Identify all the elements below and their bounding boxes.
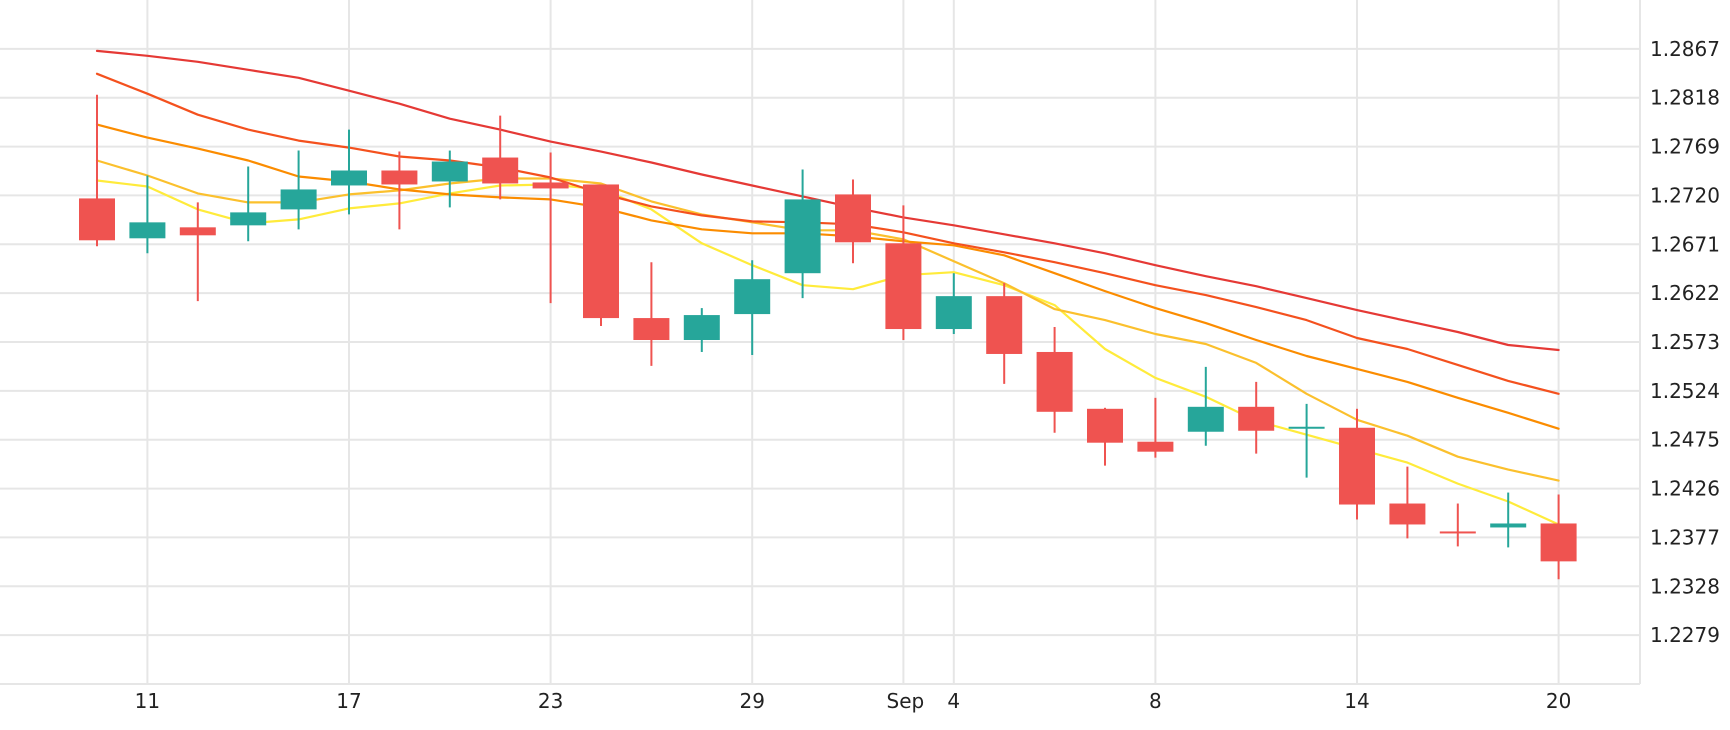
candle-body [734,279,771,315]
candle [482,115,519,200]
x-tick-label: 14 [1344,689,1369,713]
candle [331,129,367,215]
grid-layer [0,0,1640,684]
candle [583,184,619,327]
x-tick-label: 20 [1546,689,1571,713]
candle-body [1339,427,1375,505]
candle [683,308,720,352]
y-tick-label: 1.2279 [1650,623,1720,647]
candle-body [683,315,720,341]
x-tick-label: 8 [1149,689,1162,713]
candle-body [1490,523,1527,528]
y-tick-label: 1.2573 [1650,330,1720,354]
candle-body [935,296,972,330]
candle [1490,492,1527,548]
candle-body [1288,426,1325,429]
y-tick-label: 1.2622 [1650,281,1720,305]
x-tick-label: 23 [538,689,563,713]
y-tick-label: 1.2475 [1650,428,1720,452]
candle [179,202,216,302]
candle-body [1187,406,1224,432]
y-tick-label: 1.2867 [1650,37,1720,61]
y-tick-label: 1.2818 [1650,86,1720,110]
candle [129,175,166,254]
y-tick-label: 1.2524 [1650,379,1720,403]
candle-body [1087,408,1123,443]
candle-body [280,189,317,210]
y-tick-label: 1.2328 [1650,574,1720,598]
x-tick-label: 29 [739,689,764,713]
candle-layer [79,94,1577,580]
candle [280,150,317,230]
candle [1339,408,1375,520]
candle-body [1389,503,1426,525]
candle-body [532,182,569,189]
candle-body [784,199,821,274]
moving-average-line-3 [95,123,1560,430]
y-tick-label: 1.2720 [1650,183,1720,207]
candle-body [1540,523,1577,562]
candle-body [431,161,468,182]
x-tick-label: Sep [887,689,925,713]
candle [1036,327,1073,433]
candle [784,169,821,299]
y-tick-label: 1.2426 [1650,477,1720,501]
candle-body [986,296,1023,354]
moving-average-line-1 [95,179,1560,526]
candle-body [885,243,922,330]
candle-body [482,157,519,184]
candle-body [1036,351,1073,412]
candle [935,273,972,335]
candle [1439,503,1476,547]
candle-body [1238,406,1275,431]
candle-body [633,318,670,341]
candle [986,283,1023,384]
candle-body [179,227,216,236]
candle-body [331,170,367,186]
candle [835,179,871,264]
moving-average-line-2 [95,159,1560,482]
y-tick-label: 1.2769 [1650,135,1720,159]
candle [532,152,569,304]
x-tick-label: 4 [947,689,960,713]
x-tick-label: 11 [135,689,160,713]
candle [1540,494,1577,580]
candle-body [1439,531,1476,534]
candle [381,151,418,230]
candle [734,260,771,355]
candle-body [835,194,871,243]
x-tick-label: 17 [336,689,361,713]
candle [1238,381,1275,454]
candle-body [1137,441,1174,452]
candle-body [583,184,619,319]
y-tick-label: 1.2377 [1650,525,1720,549]
candle [431,150,468,208]
candle [885,205,922,341]
moving-average-line-5 [95,49,1560,352]
candle-body [230,212,267,226]
candle [1389,466,1426,539]
y-tick-label: 1.2671 [1650,232,1720,256]
candle [1087,407,1123,466]
candle [1187,366,1224,446]
candle [1288,403,1325,478]
candle-body [381,170,418,185]
candle-body [129,222,166,239]
candle-body [79,198,115,241]
moving-average-line-4 [95,72,1560,395]
candle [1137,397,1174,458]
candle [79,94,115,247]
candle [230,166,267,242]
axis-layer: 1.2867 1.2818 1.2769 1.2720 1.2671 1.2622 1.25… [0,0,1720,713]
candle [633,262,670,366]
